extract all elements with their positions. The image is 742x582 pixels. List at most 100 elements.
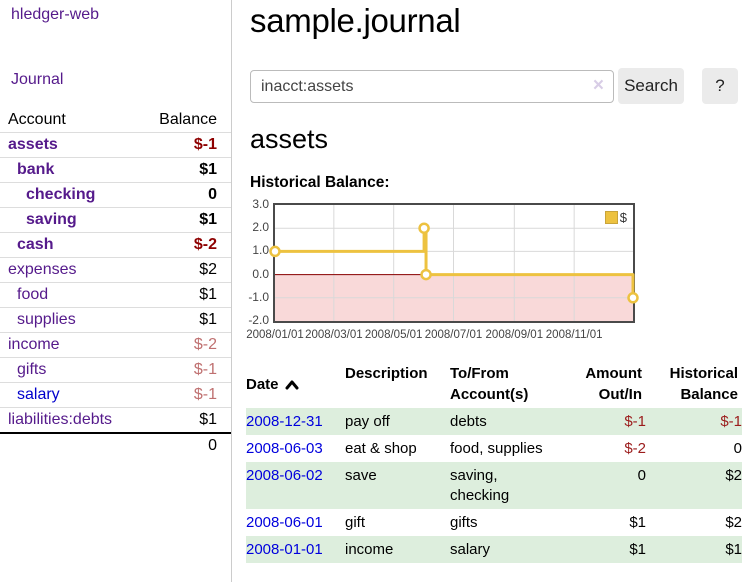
account-row: salary $-1 (0, 383, 231, 408)
account-row: income $-2 (0, 333, 231, 358)
account-row: gifts $-1 (0, 358, 231, 383)
balance-header-line2: Balance (680, 386, 738, 403)
account-row: expenses $2 (0, 258, 231, 283)
transaction-accounts: gifts (450, 514, 478, 531)
account-balance: $2 (199, 261, 217, 278)
data-point-marker[interactable] (420, 268, 432, 281)
transaction-description: income (345, 541, 394, 558)
register-row: 2008-06-02 save saving, checking 0 $2 (246, 462, 742, 509)
search-box: × (250, 70, 614, 103)
account-link[interactable]: salary (17, 386, 60, 403)
x-axis-tick-label: 2008/07/01 (424, 329, 483, 341)
register-header-amount: Amount Out/In (554, 363, 646, 405)
y-axis-tick-label: 2.0 (252, 220, 269, 235)
transaction-description: gift (345, 514, 366, 531)
transaction-amount: $1 (629, 541, 646, 558)
account-balance: $-1 (193, 386, 217, 403)
account-link[interactable]: cash (17, 236, 54, 253)
account-link[interactable]: income (8, 336, 60, 353)
account-row: cash $-2 (0, 233, 231, 258)
account-link[interactable]: assets (8, 136, 58, 153)
accounts-header-line2: Account(s) (450, 386, 529, 403)
account-row: assets $-1 (0, 133, 231, 158)
account-link[interactable]: food (17, 286, 49, 303)
transaction-balance: $1 (725, 541, 742, 558)
transaction-amount: $-1 (624, 413, 646, 430)
register-row: 2008-06-03 eat & shop food, supplies $-2 0 (246, 435, 742, 462)
transaction-date-link[interactable]: 2008-06-03 (246, 440, 323, 457)
y-axis-tick-label: 0.0 (252, 266, 269, 281)
sort-ascending-icon (285, 380, 299, 389)
transaction-accounts: food, supplies (450, 440, 543, 457)
transaction-date-link[interactable]: 2008-12-31 (246, 413, 323, 430)
y-axis-tick-label: -1.0 (248, 289, 269, 304)
y-axis-tick-label: 1.0 (252, 243, 269, 258)
account-link[interactable]: checking (26, 186, 96, 203)
register-header-description: Description (345, 365, 428, 382)
x-axis-tick-label: 2008/09/01 (485, 329, 544, 341)
search-button[interactable]: Search (618, 68, 684, 104)
main-content: sample.journal × Search ? assets Histori… (232, 0, 742, 582)
account-balance: 0 (208, 186, 217, 203)
transaction-amount: $-2 (624, 440, 646, 457)
transaction-date-link[interactable]: 2008-06-02 (246, 467, 323, 484)
account-row: food $1 (0, 283, 231, 308)
account-link[interactable]: bank (17, 161, 55, 178)
register-row: 2008-06-01 gift gifts $1 $2 (246, 509, 742, 536)
transaction-date-link[interactable]: 2008-06-01 (246, 514, 323, 531)
transaction-balance: $-1 (720, 413, 742, 430)
account-heading: assets (250, 124, 329, 154)
chart-plot-area[interactable]: $ (269, 203, 639, 323)
account-row: saving $1 (0, 208, 231, 233)
accounts-table-body: assets $-1 bank $1 checking 0 saving $1 cash $-2 e… (0, 133, 231, 433)
account-link[interactable]: saving (26, 211, 77, 228)
balance-header-line1: Historical (669, 365, 738, 382)
historical-balance-chart: $ 3.0 2.0 1.0 0.0 -1.0 -2.0 2008/01/01 2008/03… (237, 197, 737, 345)
account-balance: $-1 (193, 361, 217, 378)
accounts-header-line1: To/From (450, 365, 509, 382)
search-input[interactable] (250, 70, 614, 103)
transaction-balance: $2 (725, 514, 742, 531)
data-point-marker[interactable] (269, 245, 281, 258)
accounts-header-account: Account (8, 111, 66, 128)
transaction-accounts: saving, checking (450, 467, 510, 504)
account-balance: $1 (199, 161, 217, 178)
transaction-balance: 0 (733, 440, 742, 457)
account-balance: $1 (199, 311, 217, 328)
transaction-balance: $2 (725, 467, 742, 484)
account-link[interactable]: expenses (8, 261, 77, 278)
register-header-date[interactable]: Date (246, 363, 345, 405)
y-axis-tick-label: 3.0 (252, 197, 269, 211)
account-balance: $1 (199, 411, 217, 428)
register-table: Date Description To/From Account(s) Amou… (246, 363, 742, 563)
account-link[interactable]: supplies (17, 311, 76, 328)
transaction-accounts: salary (450, 541, 491, 558)
account-link[interactable]: gifts (17, 361, 47, 378)
transaction-amount: $1 (629, 514, 646, 531)
account-balance: $-2 (193, 236, 217, 253)
chart-legend: $ (604, 210, 627, 225)
account-balance: $1 (199, 211, 217, 228)
y-axis-tick-label: -2.0 (248, 313, 269, 327)
data-point-marker[interactable] (418, 222, 430, 234)
data-point-marker[interactable] (627, 292, 639, 304)
register-header-balance: Historical Balance (646, 363, 742, 405)
x-axis-tick-label: 2008/11/01 (545, 329, 603, 341)
transaction-amount: 0 (637, 467, 646, 484)
clear-search-icon[interactable]: × (592, 75, 604, 96)
help-button[interactable]: ? (702, 68, 738, 104)
amount-header-line2: Out/In (598, 386, 642, 403)
x-axis-tick-label: 2008/01/01 (246, 329, 304, 341)
chart-title: Historical Balance: (250, 174, 390, 191)
transaction-description: pay off (345, 413, 390, 430)
x-axis-tick-label: 2008/05/01 (364, 329, 423, 341)
transaction-date-link[interactable]: 2008-01-01 (246, 541, 323, 558)
sidebar-item-journal[interactable]: Journal (11, 71, 64, 88)
register-header-accounts: To/From Account(s) (450, 363, 554, 405)
transaction-description: eat & shop (345, 440, 417, 457)
account-balance: $-2 (193, 336, 217, 353)
account-link[interactable]: liabilities:debts (8, 411, 113, 428)
legend-swatch-icon (604, 211, 618, 224)
balance-chart-svg (269, 205, 639, 321)
app-brand-link[interactable]: hledger-web (11, 6, 100, 23)
